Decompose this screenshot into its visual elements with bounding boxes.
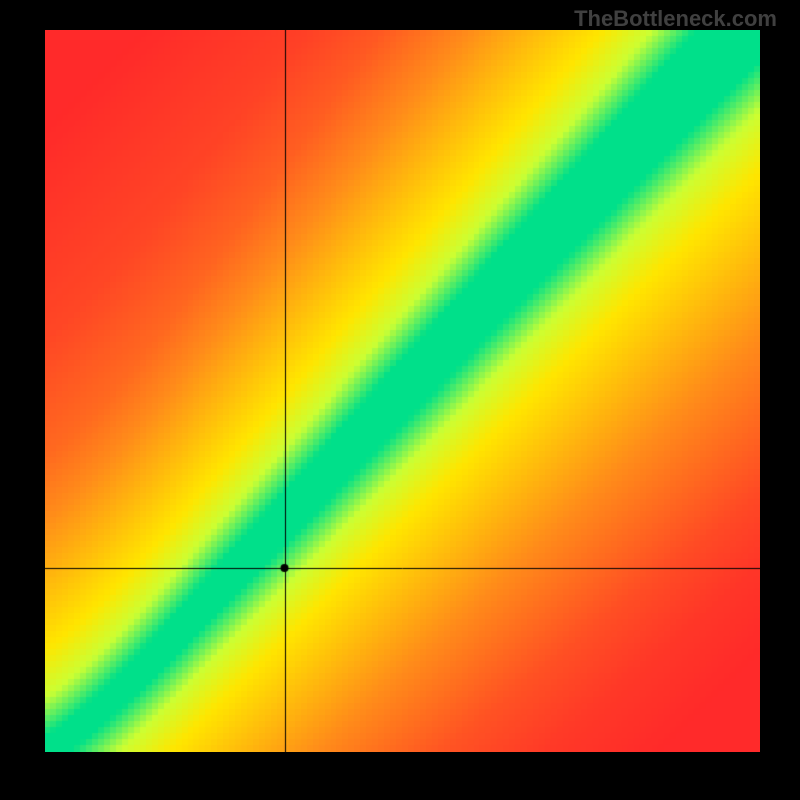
- chart-container: TheBottleneck.com: [0, 0, 800, 800]
- watermark-text: TheBottleneck.com: [574, 6, 777, 32]
- bottleneck-heatmap: [45, 30, 760, 752]
